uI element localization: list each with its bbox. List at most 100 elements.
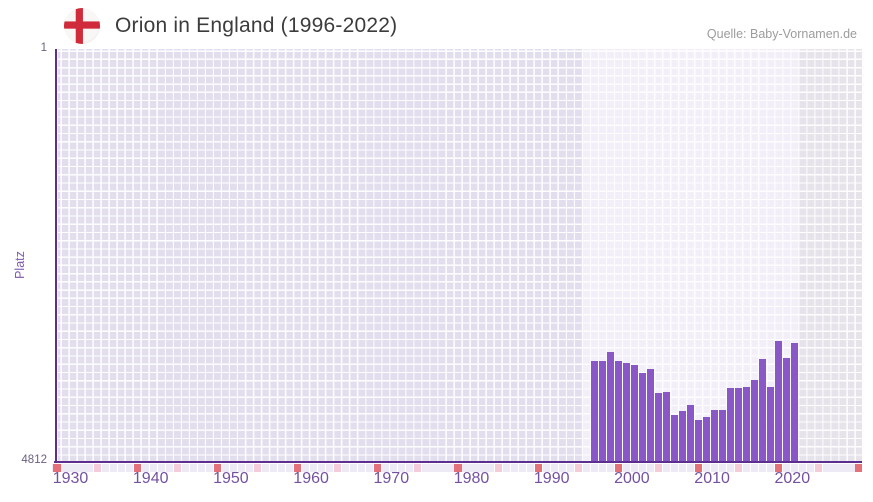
bar-2000[interactable] bbox=[614, 360, 622, 461]
year-tick-cell bbox=[189, 463, 197, 472]
year-tick-cell bbox=[462, 463, 470, 472]
year-tick-cell bbox=[205, 463, 213, 472]
x-axis-labels: 1930 1940 1950 1960 1970 1980 1990 2000 2010 2020 bbox=[52, 470, 862, 492]
half-decade-tick-cell bbox=[253, 463, 262, 472]
x-tick-label-2020: 2020 bbox=[774, 470, 811, 487]
decade-tick-cell bbox=[213, 463, 221, 472]
bar-2003[interactable] bbox=[638, 373, 647, 461]
half-decade-tick-cell bbox=[574, 463, 582, 472]
year-tick-cell bbox=[197, 463, 205, 472]
decade-tick-cell bbox=[695, 463, 703, 472]
year-tick-cell bbox=[670, 463, 679, 472]
x-axis-line bbox=[54, 461, 862, 463]
bar-2009[interactable] bbox=[686, 405, 695, 461]
year-tick-cell bbox=[117, 463, 125, 472]
bar-2021[interactable] bbox=[783, 357, 791, 461]
x-tick-label-1930: 1930 bbox=[52, 470, 89, 487]
year-tick-cell bbox=[237, 463, 246, 472]
plot-area bbox=[56, 49, 862, 461]
year-tick-cell bbox=[165, 463, 173, 472]
year-tick-cell bbox=[550, 463, 558, 472]
x-tick-label-1940: 1940 bbox=[132, 470, 169, 487]
bar-2022[interactable] bbox=[791, 342, 799, 461]
year-tick-cell bbox=[69, 463, 77, 472]
x-tick-label-1990: 1990 bbox=[533, 470, 570, 487]
year-tick-cell bbox=[101, 463, 109, 472]
year-tick-cell bbox=[310, 463, 318, 472]
year-tick-cell bbox=[269, 463, 278, 472]
year-tick-cell bbox=[582, 463, 590, 472]
decade-tick-cell bbox=[534, 463, 542, 472]
bar-2002[interactable] bbox=[630, 364, 639, 461]
bar-2006[interactable] bbox=[662, 391, 671, 461]
year-tick-cell bbox=[558, 463, 566, 472]
x-axis-tick-strip bbox=[52, 463, 862, 472]
year-tick-cell bbox=[743, 463, 751, 472]
bar-2005[interactable] bbox=[654, 392, 663, 461]
year-tick-cell bbox=[791, 463, 799, 472]
year-tick-cell bbox=[109, 463, 117, 472]
bar-1999[interactable] bbox=[606, 352, 614, 461]
year-tick-cell bbox=[52, 463, 53, 472]
decade-tick-cell bbox=[374, 463, 382, 472]
bar-2001[interactable] bbox=[622, 362, 630, 461]
bar-2018[interactable] bbox=[759, 358, 767, 461]
half-decade-tick-cell bbox=[414, 463, 422, 472]
bar-2020[interactable] bbox=[775, 340, 783, 461]
year-tick-cell bbox=[678, 463, 687, 472]
year-tick-cell bbox=[518, 463, 526, 472]
half-decade-tick-cell bbox=[654, 463, 663, 472]
year-tick-cell bbox=[285, 463, 294, 472]
year-tick-cell bbox=[318, 463, 326, 472]
year-tick-cell bbox=[229, 463, 238, 472]
year-tick-cell bbox=[759, 463, 767, 472]
year-tick-cell bbox=[767, 463, 775, 472]
year-tick-cell bbox=[719, 463, 727, 472]
bar-1997[interactable] bbox=[590, 360, 598, 461]
page-title: Orion in England (1996-2022) bbox=[115, 14, 398, 37]
bar-2014[interactable] bbox=[727, 388, 735, 461]
year-tick-cell bbox=[342, 463, 350, 472]
year-tick-cell bbox=[438, 463, 446, 472]
year-tick-cell bbox=[711, 463, 719, 472]
year-tick-cell bbox=[61, 463, 69, 472]
year-tick-cell bbox=[382, 463, 390, 472]
year-tick-cell bbox=[526, 463, 534, 472]
half-decade-tick-cell bbox=[494, 463, 502, 472]
year-tick-cell bbox=[446, 463, 454, 472]
year-tick-cell bbox=[606, 463, 614, 472]
year-tick-cell bbox=[590, 463, 598, 472]
year-tick-cell bbox=[302, 463, 310, 472]
year-tick-cell bbox=[510, 463, 518, 472]
year-tick-cell bbox=[502, 463, 510, 472]
year-tick-cell bbox=[542, 463, 550, 472]
bar-1998[interactable] bbox=[598, 360, 606, 461]
bar-2013[interactable] bbox=[719, 409, 727, 461]
half-decade-tick-cell bbox=[93, 463, 101, 472]
year-tick-cell bbox=[221, 463, 229, 472]
bar-2015[interactable] bbox=[735, 388, 743, 461]
year-tick-cell bbox=[630, 463, 639, 472]
year-tick-cell bbox=[486, 463, 494, 472]
bar-2004[interactable] bbox=[646, 369, 655, 461]
year-tick-cell bbox=[470, 463, 478, 472]
bar-2010[interactable] bbox=[695, 420, 703, 461]
year-tick-cell bbox=[646, 463, 655, 472]
bar-2007[interactable] bbox=[670, 415, 679, 461]
year-tick-cell bbox=[751, 463, 759, 472]
bar-2019[interactable] bbox=[767, 387, 775, 461]
year-tick-cell bbox=[181, 463, 189, 472]
year-tick-cell bbox=[847, 463, 855, 472]
bar-2012[interactable] bbox=[711, 409, 719, 461]
y-axis-top-label: 1 bbox=[40, 42, 47, 54]
bar-2017[interactable] bbox=[751, 379, 759, 461]
half-decade-tick-cell bbox=[173, 463, 181, 472]
y-axis-line bbox=[55, 49, 57, 462]
year-tick-cell bbox=[77, 463, 85, 472]
bar-2016[interactable] bbox=[743, 386, 751, 461]
year-tick-cell bbox=[783, 463, 791, 472]
bar-2008[interactable] bbox=[678, 411, 687, 461]
decade-tick-cell bbox=[133, 463, 141, 472]
bar-2011[interactable] bbox=[703, 416, 711, 461]
